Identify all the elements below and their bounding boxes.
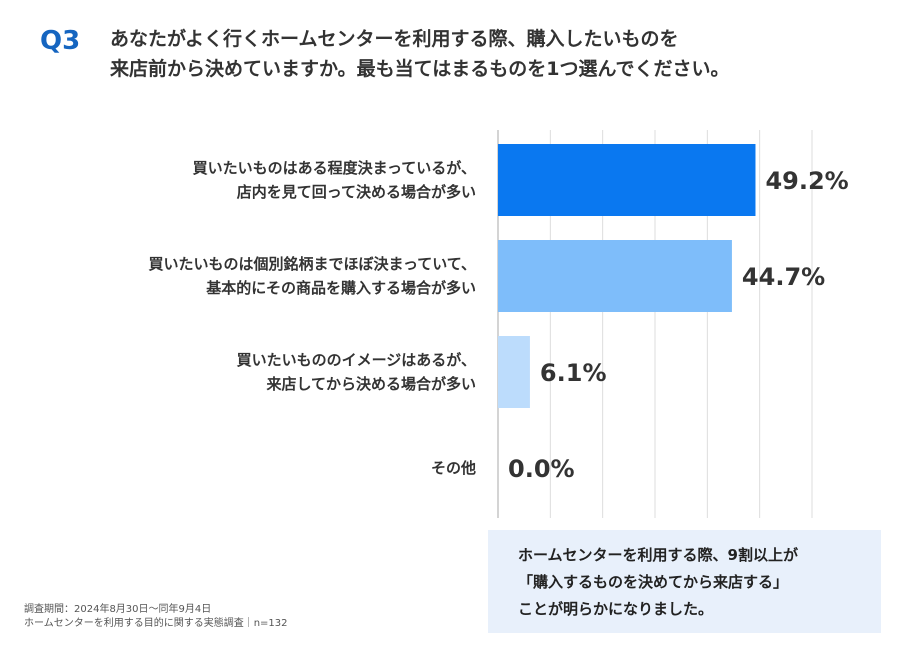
category-label: 来店してから決める場合が多い [265,375,476,393]
bar [498,144,756,216]
data-label: 44.7% [742,263,825,291]
data-label: 0.0% [508,455,575,483]
survey-title: ホームセンターを利用する目的に関する実態調査｜n=132 [24,618,288,629]
question-number: Q3 [40,26,81,56]
callout-line: ホームセンターを利用する際、9割以上が [518,546,798,564]
survey-source-note: 調査期間：2024年8月30日〜同年9月4日 ホームセンターを利用する目的に関す… [24,603,288,631]
data-label: 6.1% [540,359,607,387]
category-label: 買いたいものは個別銘柄までほぼ決まっていて、 [149,255,476,273]
callout-line: ことが明らかになりました。 [518,600,714,618]
category-label: その他 [431,459,476,477]
question-text: あなたがよく行くホームセンターを利用する際、購入したいものを 来店前から決めてい… [110,24,890,84]
data-label: 49.2% [765,167,848,195]
category-label: 買いたいもののイメージはあるが、 [237,351,476,369]
bar [498,240,732,312]
survey-period: 調査期間：2024年8月30日〜同年9月4日 [24,604,212,615]
category-label: 店内を見て回って決める場合が多い [237,183,476,201]
category-label: 買いたいものはある程度決まっているが、 [193,159,476,177]
callout-line: 「購入するものを決めてから来店する」 [518,573,789,591]
question-line: 来店前から決めていますか。最も当てはまるものを1つ選んでください。 [110,58,730,80]
bar [498,336,530,408]
category-label: 基本的にその商品を購入する場合が多い [205,279,476,297]
question-line: あなたがよく行くホームセンターを利用する際、購入したいものを [110,28,679,50]
summary-callout: ホームセンターを利用する際、9割以上が 「購入するものを決めてから来店する」 こ… [488,530,881,633]
